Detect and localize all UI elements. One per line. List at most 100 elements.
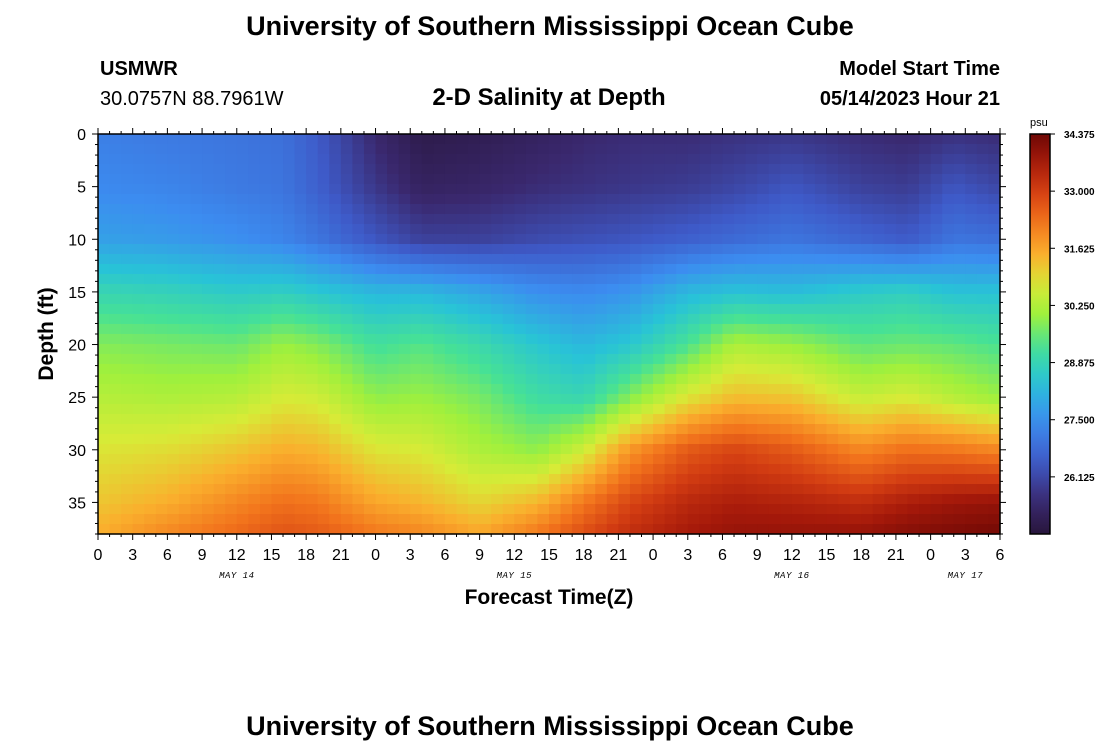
heatmap-cell [895,384,909,395]
heatmap-cell [745,324,758,335]
heatmap-cell [710,384,724,395]
heatmap-cell [178,454,192,465]
heatmap-cell [294,304,307,315]
heatmap-cell [976,234,990,245]
heatmap-cell [167,144,180,155]
heatmap-cell [352,134,365,145]
heatmap-cell [259,234,273,245]
heatmap-cell [352,404,365,415]
heatmap-cell [942,214,955,225]
heatmap-cell [121,414,134,425]
heatmap-cell [838,394,851,405]
heatmap-cell [433,394,446,405]
heatmap-cell [433,474,446,485]
heatmap-cell [271,254,284,265]
heatmap-cell [560,504,573,515]
heatmap-cell [861,344,874,355]
heatmap-cell [976,194,990,205]
heatmap-cell [306,364,319,375]
heatmap-cell [236,424,249,435]
heatmap-cell [699,314,712,325]
heatmap-cell [363,334,377,345]
heatmap-cell [629,384,643,395]
heatmap-cell [433,254,446,265]
heatmap-cell [259,424,273,435]
heatmap-cell [895,274,909,285]
heatmap-cell [919,454,932,465]
heatmap-cell [849,274,862,285]
heatmap-cell [953,474,966,485]
heatmap-cell [699,294,712,305]
heatmap-cell [953,204,966,215]
heatmap-cell [930,164,943,175]
heatmap-cell [618,504,631,515]
heatmap-cell [433,384,446,395]
heatmap-cell [606,144,619,155]
heatmap-cell [294,524,307,535]
heatmap-cell [907,254,920,265]
heatmap-cell [444,164,458,175]
heatmap-cell [919,414,932,425]
heatmap-cell [236,134,249,145]
heatmap-cell [606,444,619,455]
heatmap-cell [549,264,562,275]
heatmap-cell [976,244,990,255]
heatmap-cell [884,284,897,295]
heatmap-cell [595,364,608,375]
heatmap-cell [155,504,168,515]
heatmap-cell [398,314,411,325]
heatmap-cell [514,194,527,205]
heatmap-cell [502,194,515,205]
heatmap-cell [768,274,781,285]
heatmap-cell [687,164,700,175]
heatmap-cell [363,374,377,385]
heatmap-cell [98,244,111,255]
heatmap-cell [942,454,955,465]
heatmap-cell [549,314,562,325]
heatmap-cell [606,404,619,415]
heatmap-cell [641,444,654,455]
heatmap-cell [433,144,446,155]
heatmap-cell [653,434,666,445]
model-start-label: Model Start Time [839,58,1000,80]
heatmap-cell [317,134,330,145]
heatmap-cell [699,354,712,365]
heatmap-cell [248,234,261,245]
heatmap-cell [502,404,515,415]
heatmap-cell [560,204,573,215]
heatmap-cell [595,504,608,515]
heatmap-cell [387,464,400,475]
heatmap-cell [398,304,411,315]
heatmap-cell [491,384,504,395]
heatmap-cell [271,224,284,235]
heatmap-cell [398,204,411,215]
heatmap-cell [907,214,920,225]
heatmap-cell [329,134,342,145]
heatmap-cell [363,134,377,145]
heatmap-cell [907,514,920,525]
heatmap-cell [895,404,909,415]
heatmap-cell [814,414,828,425]
heatmap-cell [421,484,434,495]
station-coords: 30.0757N 88.7961W [100,88,284,110]
heatmap-cell [791,484,805,495]
heatmap-cell [595,524,608,535]
heatmap-cell [491,214,504,225]
heatmap-cell [687,404,700,415]
heatmap-cell [514,434,527,445]
heatmap-cell [583,264,596,275]
heatmap-cell [710,414,724,425]
x-axis-label: Forecast Time(Z) [465,586,634,609]
heatmap-cell [410,354,423,365]
heatmap-cell [629,374,643,385]
heatmap-cell [572,204,585,215]
heatmap-cell [722,424,735,435]
heatmap-cell [178,184,192,195]
heatmap-cell [791,334,805,345]
heatmap-cell [965,134,978,145]
heatmap-cell [560,184,573,195]
heatmap-cell [664,134,677,145]
heatmap-cell [456,374,469,385]
heatmap-cell [167,424,180,435]
heatmap-cell [583,174,596,185]
